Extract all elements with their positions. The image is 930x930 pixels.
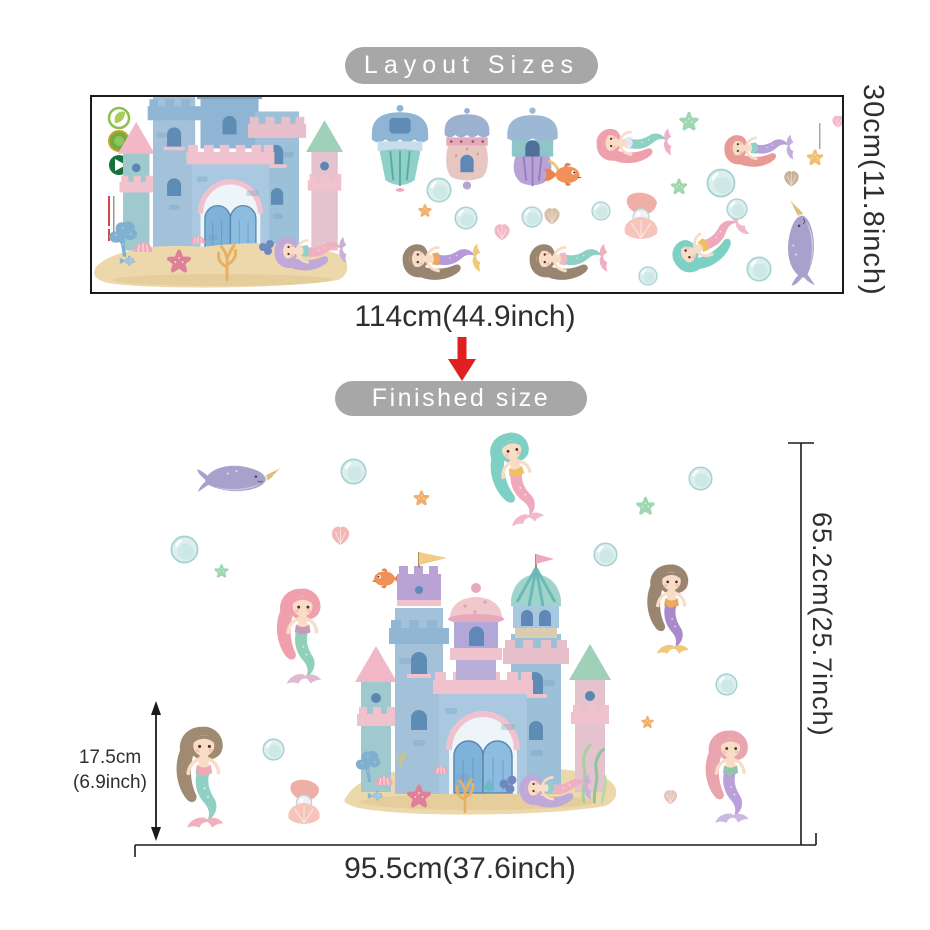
finished-scene-art: [170, 428, 751, 830]
sheet-mermaid-teal-pink: [665, 207, 756, 283]
mermaid-pink-hair-green-tail: [275, 586, 323, 686]
mermaid-brown-hair-teal-tail: [174, 725, 226, 830]
item-height-label: 17.5cm (6.9inch): [73, 747, 147, 793]
sheet-height-label: 30cm(11.8inch): [857, 84, 889, 296]
sheet-mermaid-brown-teal: [527, 242, 610, 282]
down-arrow-icon: [448, 337, 476, 381]
sheet-mermaid-pink-teal: [595, 126, 673, 165]
narwhal-icon: [196, 465, 282, 493]
sheet-narwhal: [787, 199, 816, 287]
sand-castle: [344, 552, 617, 815]
finished-size-label: Finished size: [371, 384, 551, 412]
finished-height-label: 65.2cm(25.7inch): [807, 512, 837, 737]
finished-size-pill: Finished size: [335, 381, 587, 416]
sheet-mermaid-brown-purple: [400, 242, 483, 282]
finished-width-label: 95.5cm(37.6inch): [344, 852, 576, 885]
sticker-sheet: [90, 95, 844, 294]
fine-print: [108, 123, 821, 241]
sheet-width-label: 114cm(44.9inch): [354, 300, 576, 333]
layout-sizes-pill: Layout Sizes: [345, 47, 598, 84]
castle-decor: [355, 743, 608, 814]
mermaid-brown-hair-purple-tail: [645, 562, 691, 656]
berries-icon: [259, 240, 274, 255]
sheet-castle: [94, 97, 348, 288]
tower-piece-a: [370, 103, 430, 193]
sticker-sheet-art: [94, 97, 842, 288]
mermaid-teal-hair: [482, 428, 547, 530]
sheet-mermaid-salmon-purple: [722, 133, 796, 169]
tower-piece-b: [444, 107, 490, 190]
layout-sizes-label: Layout Sizes: [363, 51, 580, 79]
mermaid-pink-hair-purple-tail: [704, 728, 751, 825]
